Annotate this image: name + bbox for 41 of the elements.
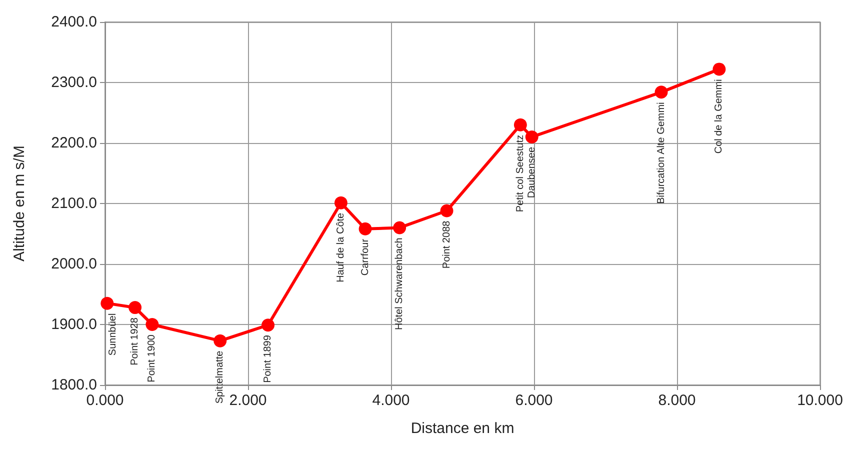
point	[334, 196, 348, 210]
annotation: Daubensee	[526, 146, 538, 198]
point	[214, 334, 227, 348]
point	[514, 118, 527, 132]
point	[146, 318, 159, 331]
annotation: Petit col Seestutz	[514, 134, 526, 212]
y-tick-label: 2300.0	[51, 74, 97, 91]
y-tick-label: 1900.0	[51, 316, 97, 333]
point	[525, 130, 538, 144]
x-tick-label: 0.000	[86, 392, 124, 409]
y-tick-label: 2100.0	[51, 195, 97, 212]
annotation: Point 1928	[130, 317, 141, 366]
x-tick-label: 6.000	[515, 392, 553, 409]
annotation: Point 2088	[441, 220, 452, 269]
x-tick-label: 4.000	[372, 392, 410, 409]
annotation: Bifurcation Alte Gemmi	[656, 102, 667, 204]
y-tick-label: 2200.0	[51, 134, 97, 152]
x-tick-label: 10.000	[797, 392, 843, 409]
point	[100, 296, 114, 310]
point	[393, 221, 406, 234]
x-tick-label: 2.000	[229, 392, 267, 409]
point	[358, 222, 372, 236]
y-tick-label: 2000.0	[51, 256, 97, 272]
annotation: Spittelmatte	[214, 350, 226, 404]
annotation: Point 1900	[146, 334, 158, 382]
y-tick-label: 2400.0	[51, 14, 97, 30]
x-axis-title: Distance en km	[410, 420, 514, 437]
annotation: Hôtel Schwarenbach	[394, 238, 406, 330]
y-axis-title: Altitude en m s/M	[11, 146, 28, 262]
annotation: Col de la Gemmi	[714, 79, 725, 154]
point	[712, 62, 726, 76]
point	[654, 86, 668, 99]
annotation: Point 1899	[262, 334, 274, 383]
annotation: Hauf de la Côte	[335, 212, 346, 282]
y-tick-label: 1800.0	[51, 376, 97, 394]
x-tick-label: 8.000	[658, 392, 696, 409]
point	[128, 301, 142, 314]
point	[262, 318, 275, 332]
annotation: Sunnbüel	[108, 313, 118, 356]
annotation: Carrfour	[360, 238, 371, 276]
point	[440, 204, 454, 218]
